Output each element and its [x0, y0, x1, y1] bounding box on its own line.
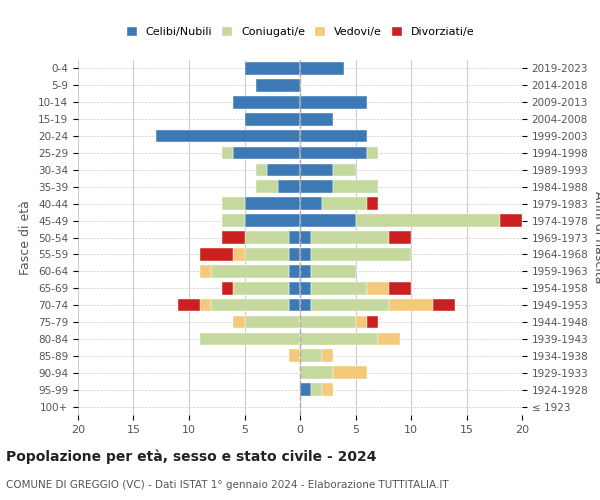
Bar: [256, 79, 300, 92]
Bar: [266, 164, 300, 176]
Bar: [322, 198, 367, 210]
Bar: [178, 299, 200, 312]
Bar: [300, 316, 355, 328]
Bar: [311, 248, 411, 260]
Text: COMUNE DI GREGGIO (VC) - Dati ISTAT 1° gennaio 2024 - Elaborazione TUTTITALIA.IT: COMUNE DI GREGGIO (VC) - Dati ISTAT 1° g…: [6, 480, 449, 490]
Bar: [334, 164, 355, 176]
Bar: [289, 265, 300, 278]
Bar: [289, 350, 300, 362]
Bar: [389, 282, 411, 294]
Bar: [311, 231, 389, 244]
Bar: [233, 248, 245, 260]
Bar: [389, 299, 433, 312]
Bar: [367, 146, 378, 160]
Bar: [245, 198, 300, 210]
Bar: [211, 299, 289, 312]
Bar: [300, 164, 334, 176]
Bar: [300, 130, 367, 142]
Bar: [300, 265, 311, 278]
Bar: [256, 164, 266, 176]
Bar: [245, 113, 300, 126]
Bar: [223, 214, 245, 227]
Bar: [245, 248, 289, 260]
Bar: [256, 180, 278, 193]
Bar: [300, 366, 334, 379]
Bar: [245, 62, 300, 75]
Bar: [300, 96, 367, 108]
Bar: [311, 265, 355, 278]
Bar: [200, 248, 233, 260]
Bar: [245, 231, 289, 244]
Bar: [300, 231, 311, 244]
Bar: [300, 350, 322, 362]
Bar: [200, 332, 300, 345]
Bar: [222, 282, 233, 294]
Bar: [322, 350, 334, 362]
Bar: [355, 214, 500, 227]
Bar: [233, 316, 245, 328]
Bar: [311, 384, 322, 396]
Y-axis label: Anni di nascita: Anni di nascita: [592, 191, 600, 284]
Bar: [200, 265, 211, 278]
Text: Popolazione per età, sesso e stato civile - 2024: Popolazione per età, sesso e stato civil…: [6, 450, 377, 464]
Bar: [289, 248, 300, 260]
Bar: [433, 299, 455, 312]
Bar: [200, 299, 211, 312]
Bar: [334, 180, 378, 193]
Y-axis label: Fasce di età: Fasce di età: [19, 200, 32, 275]
Bar: [311, 282, 367, 294]
Legend: Celibi/Nubili, Coniugati/e, Vedovi/e, Divorziati/e: Celibi/Nubili, Coniugati/e, Vedovi/e, Di…: [122, 23, 478, 40]
Bar: [300, 282, 311, 294]
Bar: [156, 130, 300, 142]
Bar: [300, 299, 311, 312]
Bar: [289, 299, 300, 312]
Bar: [223, 231, 245, 244]
Bar: [300, 62, 344, 75]
Bar: [300, 146, 367, 160]
Bar: [278, 180, 300, 193]
Bar: [233, 146, 300, 160]
Bar: [289, 231, 300, 244]
Bar: [334, 366, 367, 379]
Bar: [233, 96, 300, 108]
Bar: [222, 146, 233, 160]
Bar: [300, 384, 311, 396]
Bar: [500, 214, 522, 227]
Bar: [300, 113, 334, 126]
Bar: [233, 282, 289, 294]
Bar: [367, 282, 389, 294]
Bar: [300, 248, 311, 260]
Bar: [378, 332, 400, 345]
Bar: [289, 282, 300, 294]
Bar: [300, 332, 378, 345]
Bar: [223, 198, 245, 210]
Bar: [300, 198, 322, 210]
Bar: [311, 299, 389, 312]
Bar: [300, 214, 355, 227]
Bar: [367, 198, 378, 210]
Bar: [355, 316, 367, 328]
Bar: [211, 265, 289, 278]
Bar: [322, 384, 334, 396]
Bar: [245, 214, 300, 227]
Bar: [389, 231, 411, 244]
Bar: [367, 316, 378, 328]
Bar: [300, 180, 334, 193]
Bar: [245, 316, 300, 328]
